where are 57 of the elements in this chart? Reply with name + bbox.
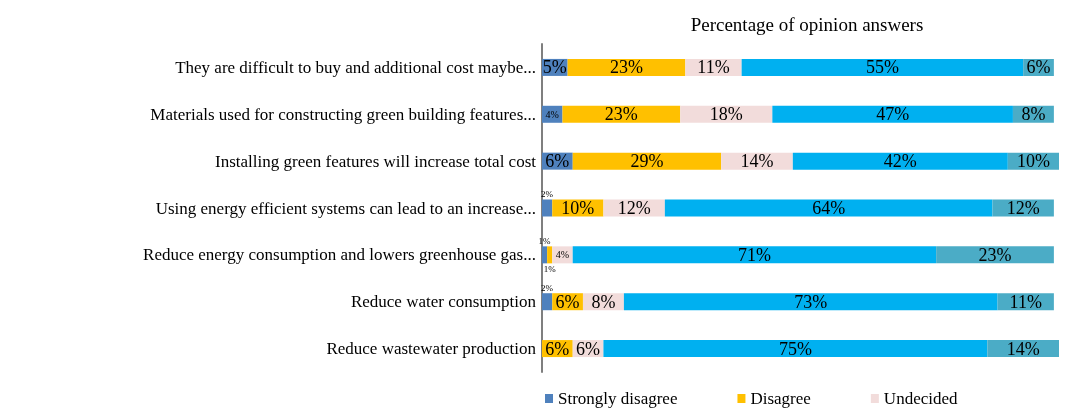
data-label: 23%: [604, 104, 638, 125]
data-label: 8%: [591, 291, 616, 312]
bar: [623, 293, 998, 311]
bar: [741, 58, 1024, 76]
data-label: 4%: [545, 108, 559, 120]
bar: [664, 199, 993, 217]
data-label: 71%: [737, 244, 771, 265]
data-label: 55%: [865, 57, 899, 78]
y-tick-label: Reduce wastewater production: [326, 339, 537, 359]
data-label: 23%: [609, 57, 643, 78]
data-label: 18%: [709, 104, 743, 125]
data-label: 6%: [576, 338, 601, 359]
bar: [772, 105, 1013, 123]
data-label: 8%: [1021, 104, 1046, 125]
data-label: 6%: [545, 338, 570, 359]
data-label: 11%: [1009, 291, 1042, 312]
bar: [542, 293, 553, 311]
data-label: 29%: [630, 151, 664, 172]
y-tick-label: Reduce energy consumption and lowers greenhouse gas...: [143, 245, 536, 265]
data-label: 14%: [1006, 338, 1040, 359]
data-label: 73%: [794, 291, 828, 312]
bar: [542, 199, 553, 217]
data-label: 64%: [812, 198, 846, 218]
data-label: 75%: [778, 338, 812, 359]
data-label: 14%: [740, 151, 774, 172]
chart-title: Percentage of opinion answers: [690, 14, 924, 35]
data-label: 11%: [697, 57, 730, 78]
legend-label: Disagree: [750, 389, 811, 408]
y-tick-label: Installing green features will increase total cost: [215, 151, 537, 171]
data-label: 47%: [876, 104, 910, 125]
data-label: 1%: [543, 263, 557, 274]
data-label: 6%: [555, 291, 580, 312]
y-tick-label: Reduce water consumption: [350, 292, 537, 312]
data-label: 10%: [1016, 151, 1050, 172]
legend-label: Strongly disagree: [558, 389, 678, 408]
bar: [572, 246, 937, 264]
data-label: 2%: [541, 189, 554, 199]
bar: [792, 152, 1008, 170]
data-label: 6%: [545, 151, 570, 172]
bar: [547, 246, 553, 264]
y-tick-label: Materials used for constructing green building features...: [150, 104, 536, 124]
data-label: 5%: [542, 57, 567, 78]
y-tick-label: They are difficult to buy and additional cost maybe...: [175, 57, 536, 77]
bar: [603, 340, 988, 358]
data-label: 1%: [538, 235, 552, 246]
data-label: 6%: [1026, 57, 1051, 78]
data-label: 12%: [1006, 198, 1040, 218]
data-label: 23%: [978, 244, 1012, 265]
data-label: 10%: [561, 198, 595, 218]
data-label: 42%: [883, 151, 917, 172]
legend-label: Undecided: [883, 389, 958, 408]
data-label: 12%: [617, 198, 651, 218]
data-label: 4%: [555, 249, 570, 261]
y-tick-label: Using energy efficient systems can lead to an increase...: [155, 198, 536, 218]
bar: [542, 246, 548, 264]
bar: [572, 152, 722, 170]
data-label: 2%: [541, 282, 554, 293]
